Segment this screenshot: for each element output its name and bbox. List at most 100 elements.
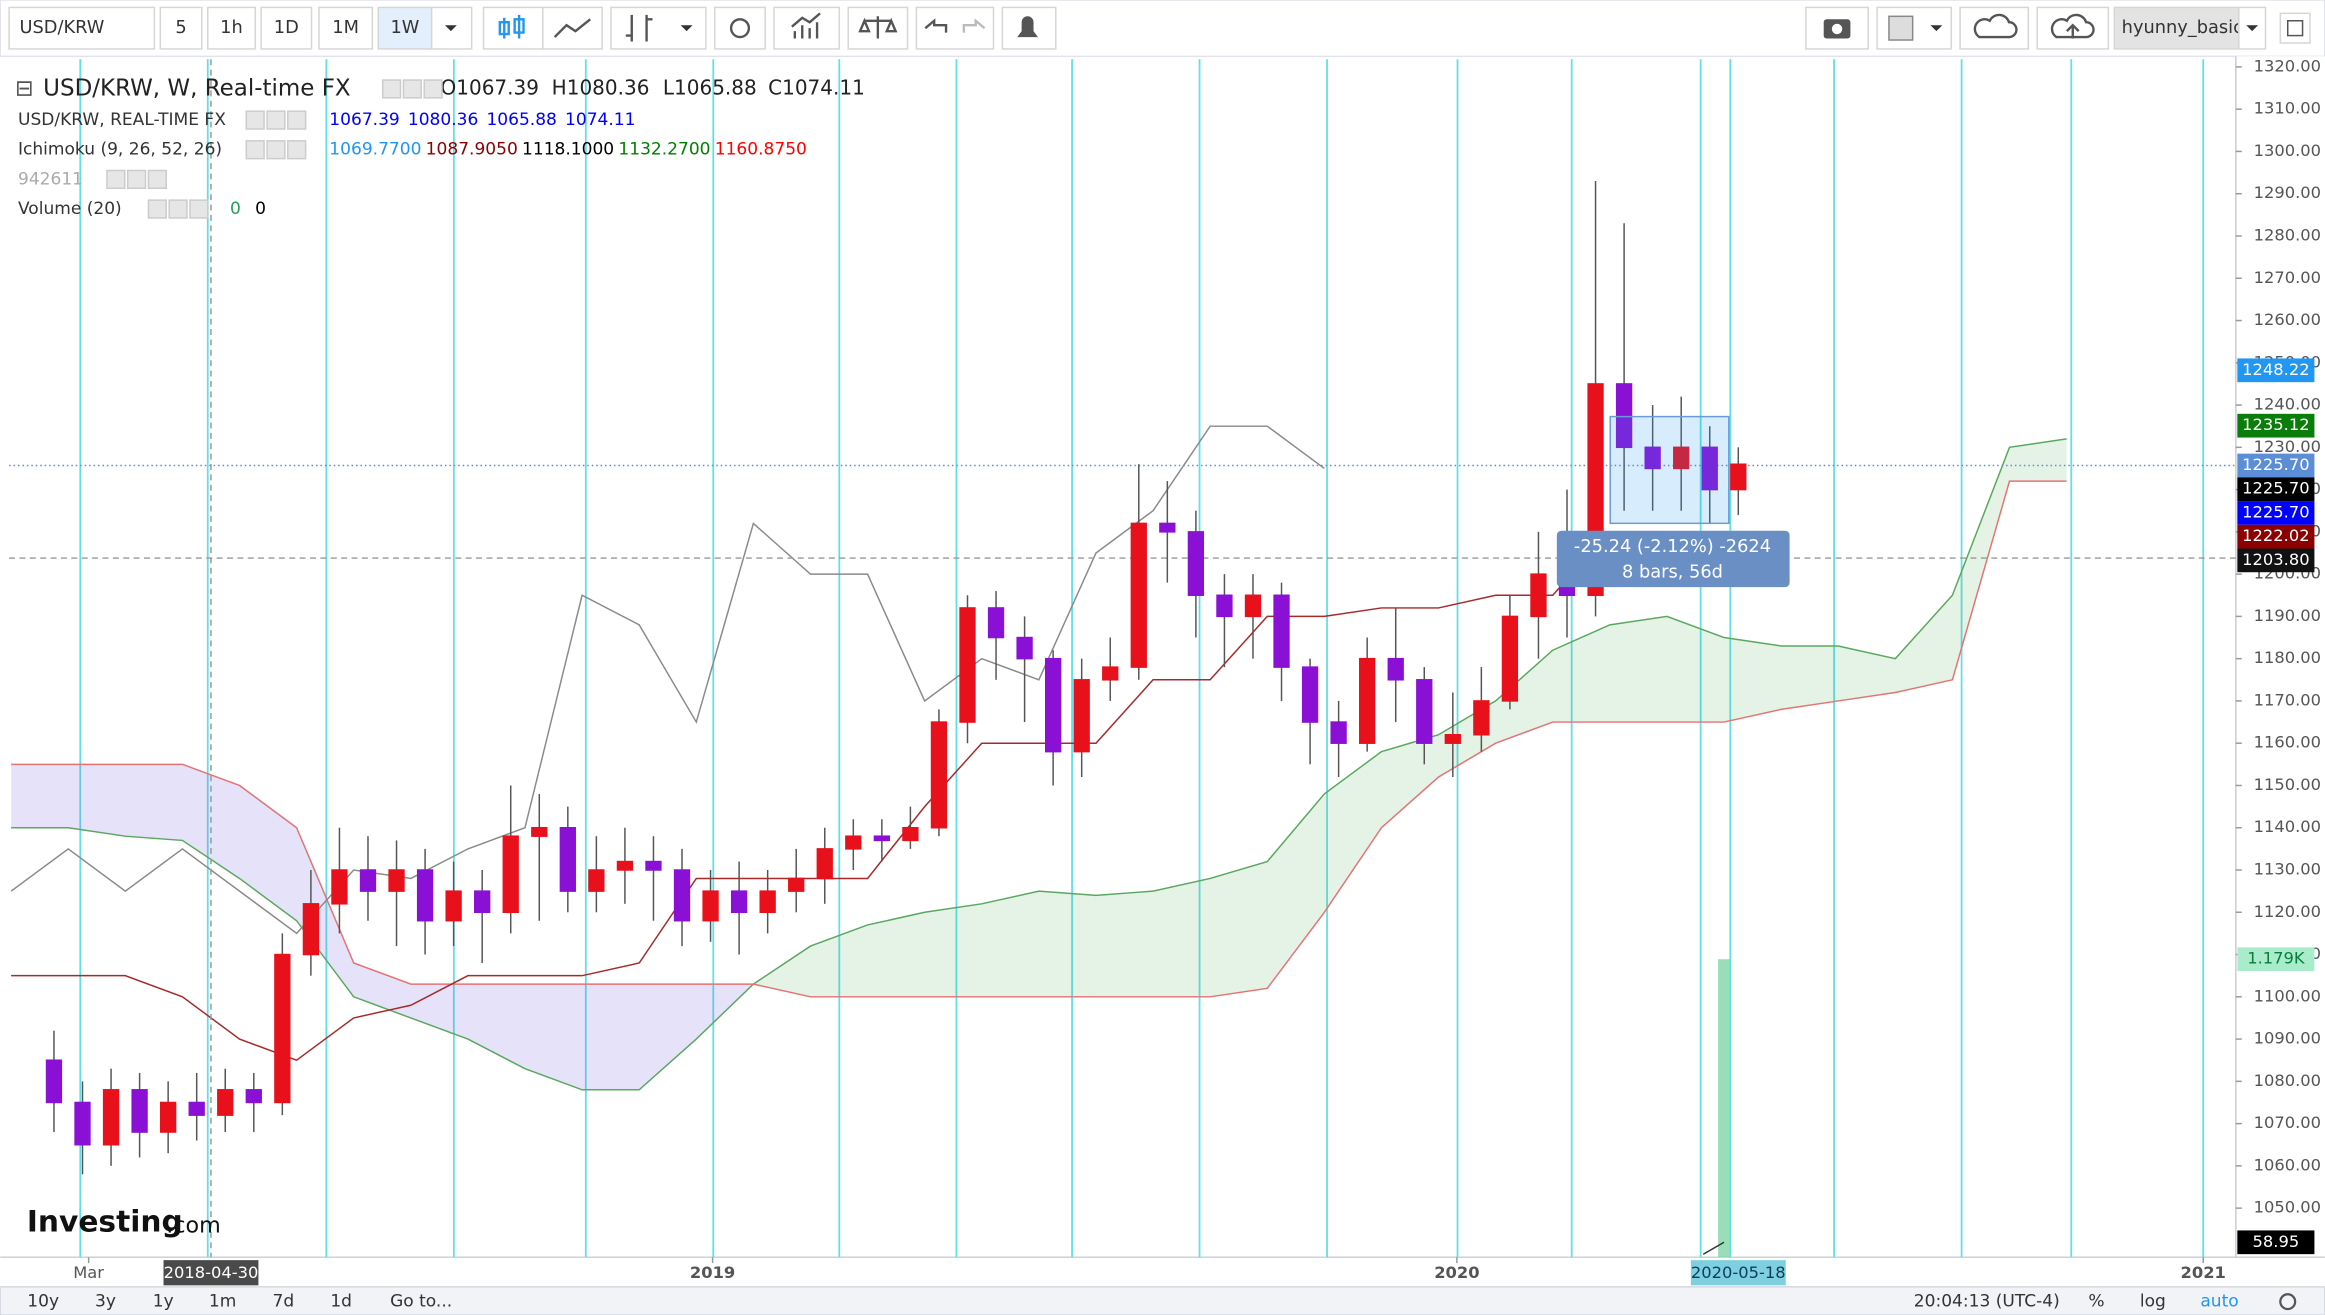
- y-tick-label: 1270.00: [2254, 268, 2321, 287]
- y-tick-label: 1230.00: [2254, 437, 2321, 456]
- interval-button[interactable]: [318, 6, 374, 50]
- cloud-fill: [1781, 645, 1839, 710]
- scale-option[interactable]: auto: [2200, 1292, 2238, 1312]
- study-button[interactable]: [773, 6, 841, 50]
- candle-body: [102, 1089, 120, 1146]
- settings-button[interactable]: [714, 6, 766, 50]
- cloud-upload-icon: [2050, 13, 2095, 39]
- range-button[interactable]: 1y: [153, 1292, 174, 1312]
- interval-button[interactable]: [159, 6, 203, 50]
- legend-icon[interactable]: [266, 110, 286, 130]
- scale-option[interactable]: %: [2088, 1292, 2104, 1312]
- volume-label: 58.95: [2253, 1232, 2300, 1251]
- legend-value: 1069.7700: [329, 140, 421, 160]
- legend-icon[interactable]: [147, 169, 167, 190]
- legend-icon[interactable]: [147, 199, 167, 219]
- settings-icon[interactable]: [2279, 1293, 2297, 1311]
- save-cloud[interactable]: [1959, 6, 2030, 50]
- time-label-box: [1690, 1260, 1786, 1286]
- y-tick-label: 1090.00: [2254, 1029, 2321, 1048]
- volume-label-box: [2237, 947, 2315, 972]
- interval-label[interactable]: 1W: [390, 17, 419, 38]
- cloud-fill: [1895, 595, 1953, 693]
- user-name[interactable]: hyunny_basic: [2122, 17, 2243, 38]
- cloud-fill: [867, 912, 925, 997]
- goto-button[interactable]: Go to...: [390, 1292, 452, 1312]
- cloud-fill: [1267, 793, 1325, 989]
- candle-body: [1387, 657, 1404, 681]
- measure-detail: 8 bars, 56d: [1622, 561, 1723, 582]
- candle-body: [1044, 657, 1062, 753]
- symbol-box[interactable]: [8, 6, 156, 50]
- interval-button[interactable]: [377, 6, 433, 50]
- logo-suffix: .com: [166, 1213, 221, 1239]
- fullscreen-button[interactable]: [2279, 12, 2311, 44]
- undo-redo[interactable]: [915, 6, 995, 50]
- candle-body: [1530, 573, 1547, 618]
- cloud-fill: [924, 903, 982, 997]
- range-button[interactable]: 7d: [273, 1292, 295, 1312]
- legend-icon[interactable]: [106, 169, 126, 190]
- ichimoku-line: [11, 480, 2067, 998]
- range-button[interactable]: 3y: [95, 1292, 116, 1312]
- collapse-icon[interactable]: ⊟: [15, 75, 34, 101]
- range-button[interactable]: 10y: [27, 1292, 59, 1312]
- legend-icon[interactable]: [245, 140, 265, 160]
- candle-body: [331, 869, 348, 905]
- legend-icon[interactable]: [287, 110, 307, 130]
- price-label: 1225.70: [2242, 455, 2309, 474]
- interval-button[interactable]: [260, 6, 313, 50]
- dropdown-arrow: [680, 25, 693, 32]
- legend-icon[interactable]: [423, 79, 443, 99]
- candle-body: [1244, 594, 1262, 618]
- symbol[interactable]: USD/KRW: [19, 17, 104, 38]
- legend-icon[interactable]: [168, 199, 188, 219]
- legend-icon[interactable]: [402, 79, 422, 99]
- fullscreen-icon: [2286, 20, 2304, 37]
- volume-average: [1702, 1241, 1725, 1255]
- cloud-fill: [11, 764, 69, 828]
- candle-body: [359, 869, 377, 892]
- camera-lens: [1831, 23, 1843, 35]
- legend-ohlc: H1080.36: [552, 75, 650, 99]
- scale-option[interactable]: log: [2140, 1292, 2166, 1312]
- cloud-fill: [1724, 637, 1782, 723]
- candle-style-button[interactable]: [482, 6, 544, 50]
- line-style-button[interactable]: [542, 6, 603, 50]
- y-tick-label: 1180.00: [2254, 648, 2321, 667]
- cloud-fill: [239, 785, 297, 921]
- candle-body: [816, 848, 833, 880]
- interval-label[interactable]: 1D: [274, 17, 299, 38]
- candle-body: [1644, 446, 1661, 470]
- legend-value: 1074.11: [565, 110, 635, 130]
- cloud-fill: [753, 946, 811, 997]
- legend-icon[interactable]: [287, 140, 307, 160]
- range-button[interactable]: 1d: [330, 1292, 352, 1312]
- candle-body: [1273, 594, 1290, 668]
- legend-icon[interactable]: [189, 199, 209, 219]
- candle-body: [987, 607, 1005, 639]
- candle-body: [1187, 531, 1205, 597]
- interval-label[interactable]: 5: [175, 17, 186, 38]
- candle-body: [1444, 734, 1461, 744]
- indicator-button[interactable]: [610, 6, 707, 50]
- candle-body: [388, 869, 405, 892]
- candle-body: [302, 903, 320, 956]
- plot: -25.24 (-2.12%) -2624 8 bars, 56d: [9, 59, 2236, 1258]
- interval-label[interactable]: 1h: [220, 17, 243, 38]
- scale-icon: [858, 16, 898, 39]
- legend-icon[interactable]: [381, 79, 402, 99]
- interval-button[interactable]: [207, 6, 256, 50]
- range-button[interactable]: 1m: [209, 1292, 236, 1312]
- y-tick-label: 1150.00: [2254, 775, 2321, 794]
- price-label-box: [2237, 477, 2315, 502]
- legend-value: 1160.8750: [715, 140, 807, 160]
- legend-icon[interactable]: [126, 169, 147, 190]
- candle-body: [159, 1101, 177, 1133]
- legend-ohlc: O1067.39: [441, 75, 539, 99]
- legend-icon[interactable]: [266, 140, 286, 160]
- legend-icon[interactable]: [245, 110, 265, 130]
- interval-label[interactable]: 1M: [332, 17, 359, 38]
- price-label-box: [2237, 453, 2315, 478]
- candle-body: [274, 953, 291, 1104]
